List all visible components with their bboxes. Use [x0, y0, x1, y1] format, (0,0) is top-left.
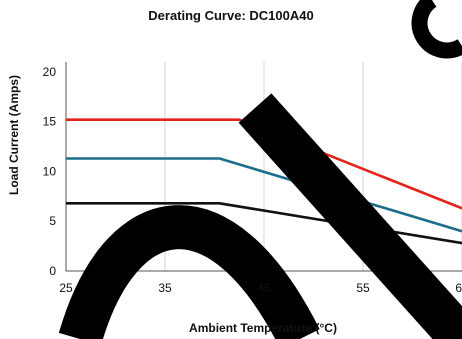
y-tick-labels: 0 5 10 15 20	[43, 65, 57, 278]
series-line-2	[66, 157, 462, 233]
x-tick-label: 55	[356, 281, 370, 295]
y-tick-label: 10	[43, 164, 57, 178]
watermark-diagonal	[238, 93, 462, 339]
y-tick-label: 0	[49, 264, 56, 278]
watermark-arc	[58, 205, 320, 339]
x-tick-label: 65	[455, 281, 462, 295]
x-tick-label: 35	[158, 281, 172, 295]
x-tick-label: 25	[59, 281, 73, 295]
series-line-1	[66, 118, 462, 210]
y-tick-label: 5	[49, 214, 56, 228]
y-tick-label: 20	[43, 65, 57, 79]
x-tick-label: 45	[257, 281, 271, 295]
watermark	[58, 0, 462, 339]
x-tick-labels: 25 35 45 55 65	[59, 281, 462, 295]
chart-title: Derating Curve: DC100A40	[148, 8, 313, 23]
watermark-corner	[411, 0, 462, 59]
y-axis-label: Load Current (Amps)	[7, 75, 21, 195]
x-axis-label: Ambient Temperature (°C)	[189, 321, 337, 335]
y-tick-label: 15	[43, 115, 57, 129]
